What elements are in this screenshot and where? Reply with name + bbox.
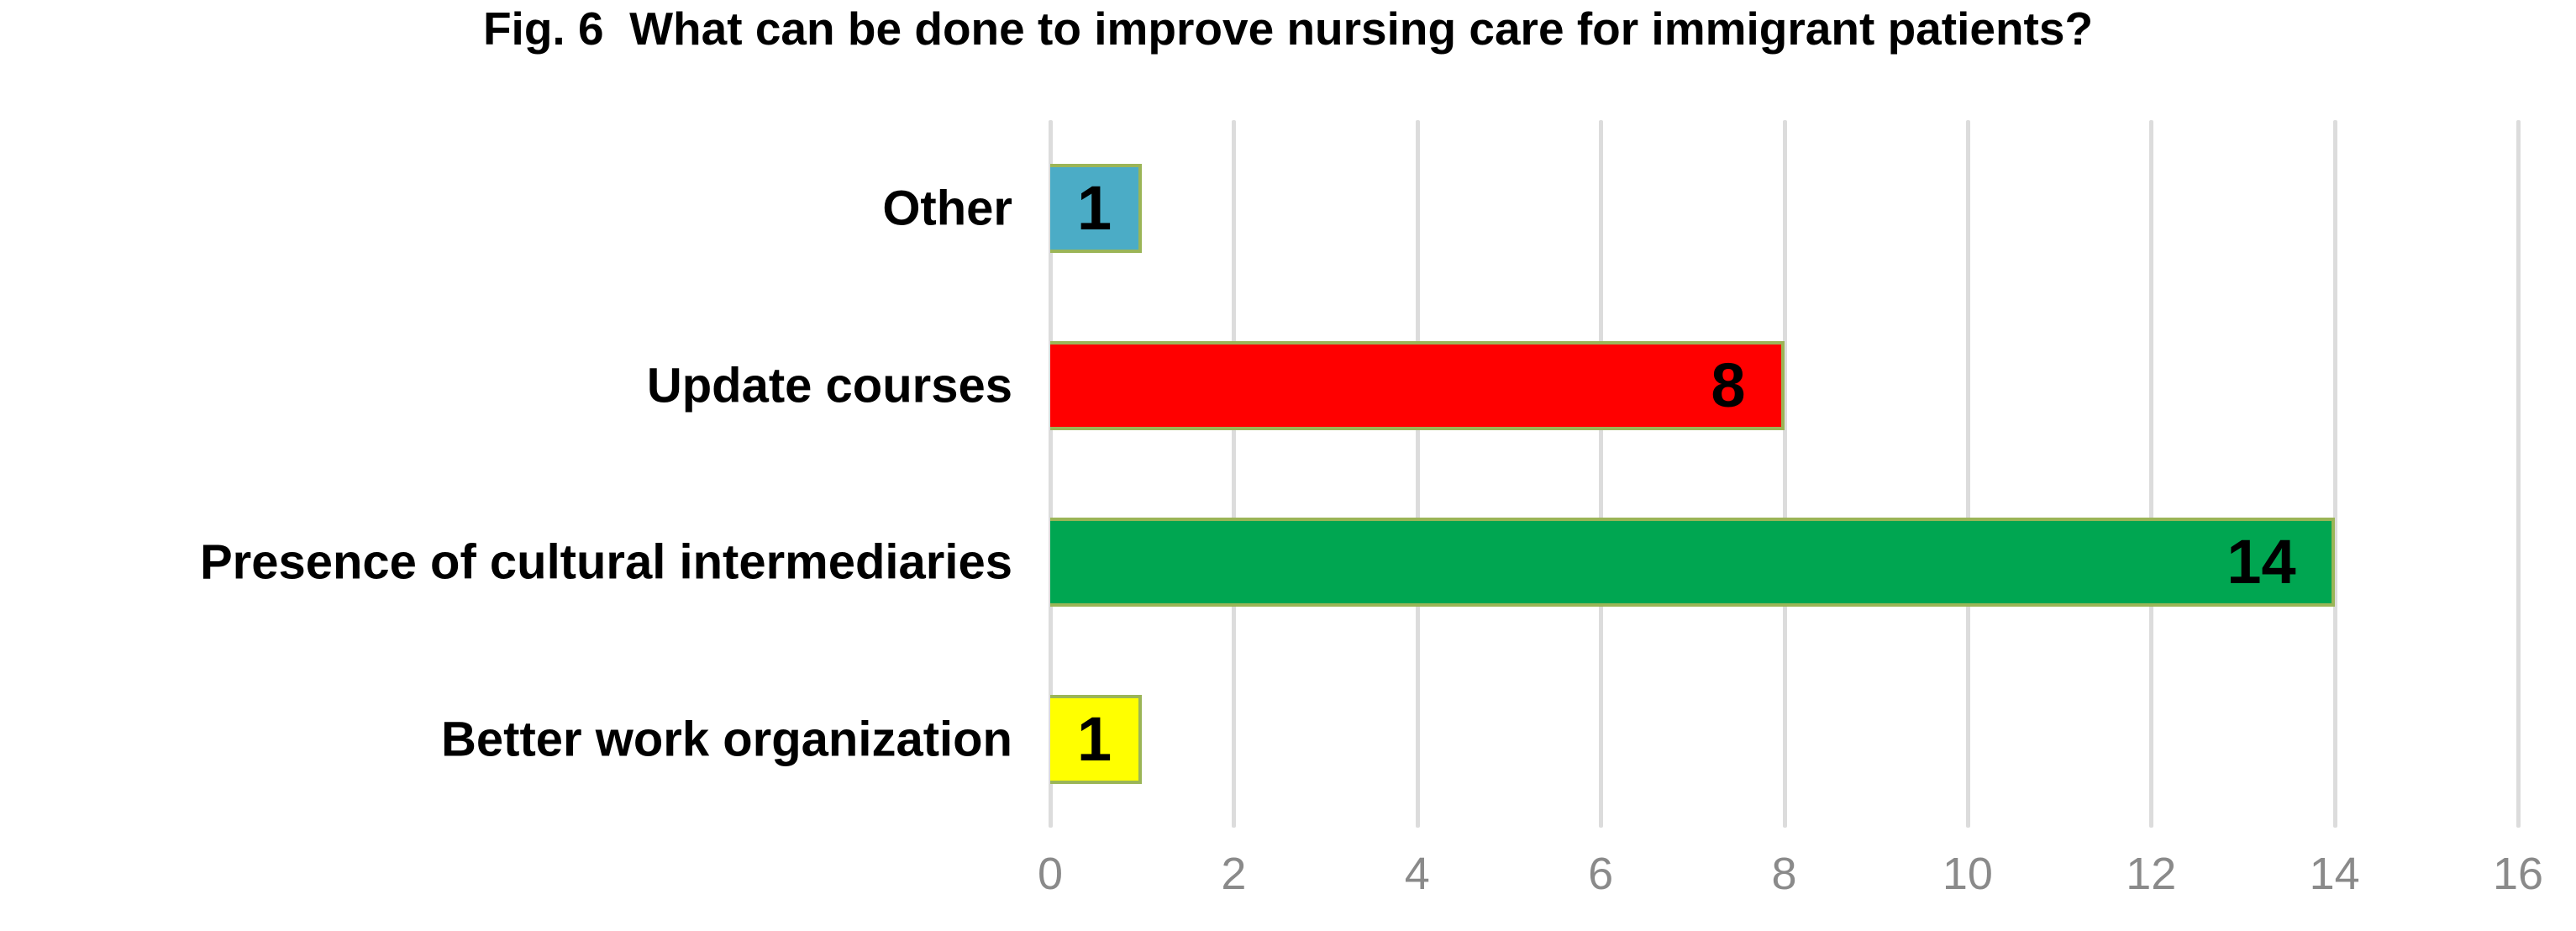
gridline	[1782, 120, 1787, 828]
x-tick-label: 10	[1942, 849, 1993, 899]
x-tick-label: 4	[1404, 849, 1430, 899]
value-label: 1	[1077, 173, 1112, 244]
bar-0: 1	[1050, 164, 1143, 254]
x-tick-label: 2	[1221, 849, 1247, 899]
bar-1: 8	[1050, 340, 1785, 430]
category-label: Better work organization	[441, 712, 1012, 767]
x-tick-label: 14	[2309, 849, 2360, 899]
x-tick-label: 8	[1771, 849, 1797, 899]
x-tick-label: 16	[2492, 849, 2544, 899]
x-tick-label: 6	[1588, 849, 1614, 899]
value-label: 14	[2226, 527, 2296, 597]
value-label: 8	[1711, 350, 1746, 420]
x-axis: 0 2 4 6 8 10 12 14 16	[0, 828, 2576, 920]
gridline	[2149, 120, 2154, 828]
gridline	[1232, 120, 1237, 828]
value-label: 1	[1077, 703, 1112, 774]
gridline	[2516, 120, 2521, 828]
gridline	[1599, 120, 1604, 828]
gridline	[1049, 120, 1053, 828]
x-tick-label: 12	[2126, 849, 2177, 899]
gridline	[1415, 120, 1420, 828]
x-tick-label: 0	[1037, 849, 1064, 899]
gridline	[2332, 120, 2337, 828]
bar-2: 14	[1050, 518, 2335, 608]
gridline	[1965, 120, 1970, 828]
bar-3: 1	[1050, 694, 1143, 784]
chart-title: Fig. 6 What can be done to improve nursi…	[482, 3, 2094, 55]
category-label: Presence of cultural intermediaries	[199, 534, 1012, 590]
plot-area: 1 8 14 1	[1049, 120, 2521, 828]
category-label: Update courses	[646, 358, 1012, 413]
category-axis-labels: Other Update courses Presence of cultural …	[0, 120, 1012, 828]
category-label: Other	[882, 181, 1012, 236]
